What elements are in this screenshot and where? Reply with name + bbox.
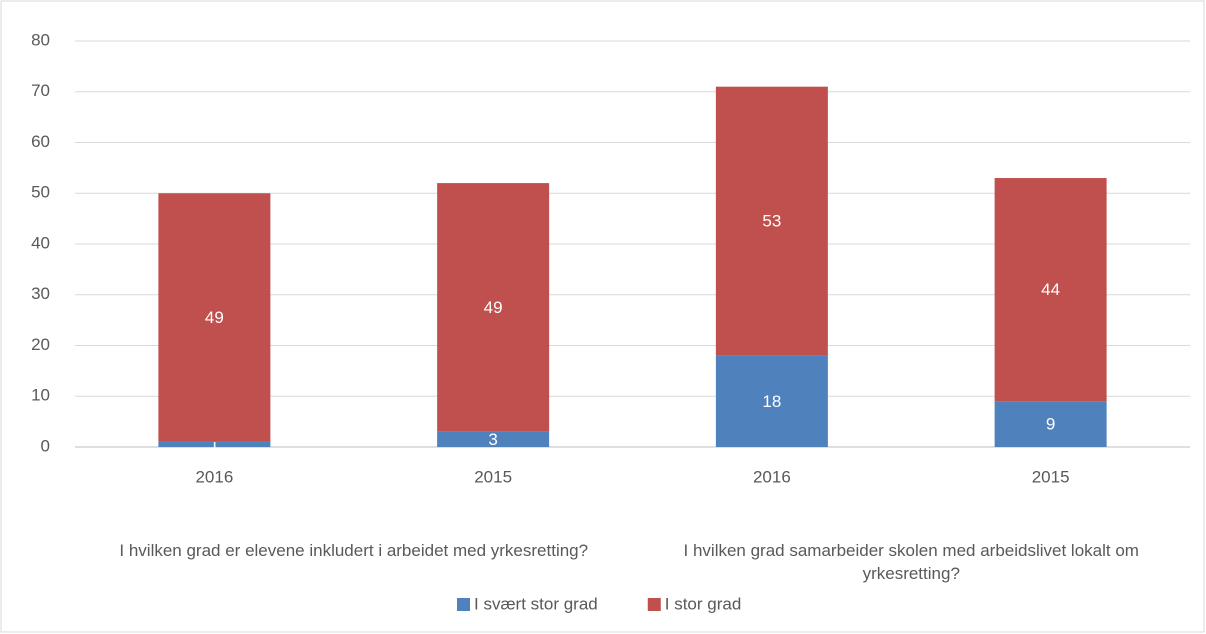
y-tick-label: 0 (41, 436, 50, 455)
data-label: 3 (488, 430, 497, 449)
x-tick-label: 2016 (753, 467, 791, 486)
x-tick-label: 2016 (195, 467, 233, 486)
y-tick-label: 80 (31, 30, 50, 49)
bar-segment (437, 431, 550, 447)
data-label: 18 (762, 392, 781, 411)
y-tick-label: 50 (31, 183, 50, 202)
y-tick-label: 30 (31, 284, 50, 303)
legend-swatch (457, 598, 470, 611)
data-label: 9 (1046, 415, 1055, 434)
y-tick-label: 10 (31, 386, 50, 405)
legend-label: I svært stor grad (474, 594, 598, 613)
data-label: 49 (484, 298, 503, 317)
bar-segment (715, 86, 828, 356)
bar-segment (437, 183, 550, 432)
y-tick-label: 40 (31, 233, 50, 252)
x-tick-label: 2015 (474, 467, 512, 486)
y-tick-label: 20 (31, 335, 50, 354)
x-tick-label: 2015 (1032, 467, 1070, 486)
bar-segment (158, 193, 271, 442)
data-label: 49 (205, 308, 224, 327)
data-label: 1 (210, 435, 219, 454)
group-label: I hvilken grad samarbeider skolen med ar… (683, 541, 1139, 583)
y-tick-label: 60 (31, 132, 50, 151)
y-tick-label: 70 (31, 81, 50, 100)
bar-segment (994, 401, 1107, 447)
group-label: I hvilken grad er elevene inkludert i ar… (119, 541, 589, 560)
data-label: 53 (762, 212, 781, 231)
bar-segment (715, 355, 828, 447)
data-label: 44 (1041, 280, 1060, 299)
legend-label: I stor grad (665, 594, 742, 613)
legend-swatch (647, 598, 661, 611)
bar-segment (994, 178, 1107, 402)
bar-segment (158, 441, 271, 447)
